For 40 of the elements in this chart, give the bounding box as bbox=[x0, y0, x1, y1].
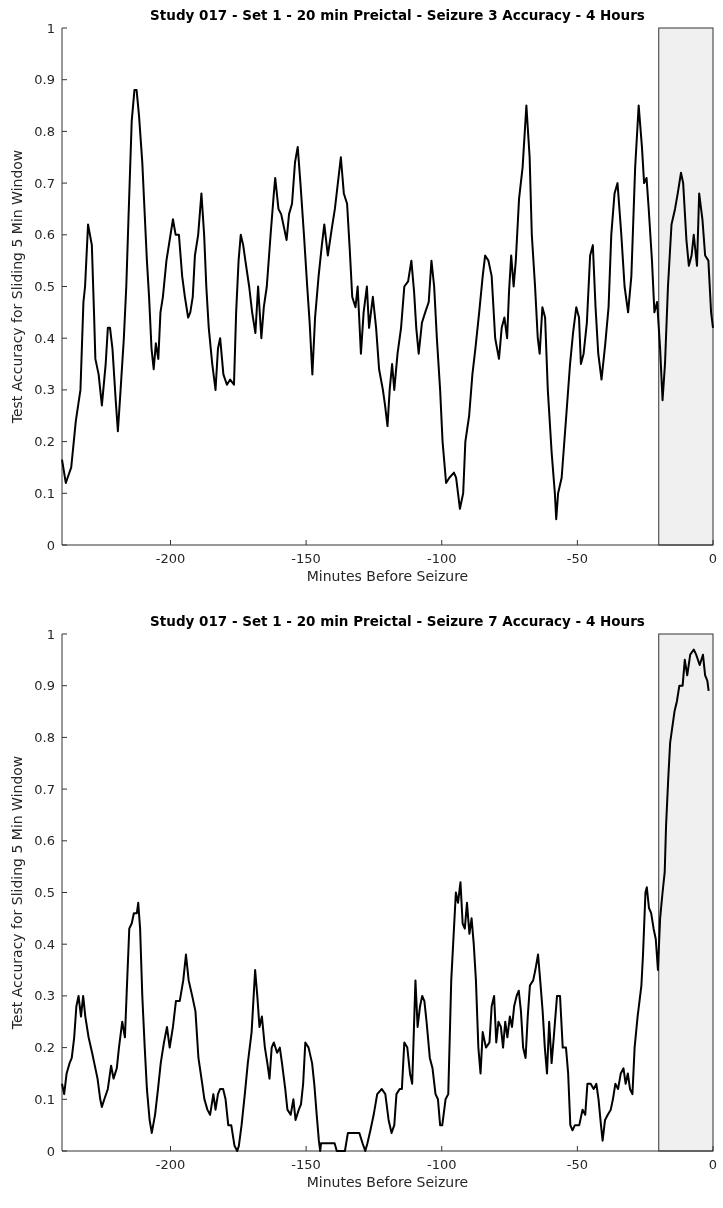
y-tick-label: 0.3 bbox=[34, 382, 55, 398]
y-tick-label: 0 bbox=[46, 1143, 55, 1159]
y-tick-label: 0.9 bbox=[34, 678, 55, 694]
x-tick-label: 0 bbox=[708, 551, 718, 566]
y-tick-label: 0.6 bbox=[34, 227, 55, 243]
y-tick-label: 0.7 bbox=[34, 175, 55, 191]
x-tick-label: -50 bbox=[566, 551, 588, 566]
y-tick-label: 0.3 bbox=[34, 988, 55, 1004]
y-axis-title: Test Accuracy for Sliding 5 Min Window bbox=[9, 755, 25, 1031]
y-tick-label: 0.4 bbox=[34, 330, 55, 346]
y-tick-label: 0.4 bbox=[34, 936, 55, 952]
x-tick-label: -150 bbox=[291, 1157, 321, 1172]
y-tick-label: 1 bbox=[46, 626, 55, 642]
y-tick-label: 0.2 bbox=[34, 434, 55, 450]
chart-title: Study 017 - Set 1 - 20 min Preictal - Seizure 7 Accuracy - 4 Hours bbox=[150, 613, 645, 629]
x-tick-label: -50 bbox=[566, 1157, 588, 1172]
y-tick-label: 1 bbox=[46, 20, 55, 36]
x-tick-label: -200 bbox=[155, 551, 186, 566]
y-tick-label: 0.8 bbox=[34, 729, 55, 745]
y-tick-label: 0.6 bbox=[34, 833, 55, 849]
x-tick-label: -150 bbox=[291, 551, 321, 566]
y-tick-label: 0.1 bbox=[34, 485, 55, 501]
x-tick-label: -200 bbox=[155, 1157, 186, 1172]
y-tick-label: 0 bbox=[46, 537, 55, 553]
y-axis-title: Test Accuracy for Sliding 5 Min Window bbox=[9, 149, 25, 425]
x-axis-title: Minutes Before Seizure bbox=[306, 568, 469, 584]
y-tick-label: 0.1 bbox=[34, 1091, 55, 1107]
x-tick-label: 0 bbox=[708, 1157, 718, 1172]
y-tick-label: 0.8 bbox=[34, 123, 55, 139]
y-tick-label: 0.5 bbox=[34, 885, 55, 900]
x-tick-label: -100 bbox=[426, 551, 457, 566]
line-series bbox=[61, 89, 714, 521]
y-tick-label: 0.5 bbox=[34, 279, 55, 294]
y-tick-label: 0.9 bbox=[34, 72, 55, 88]
line-series bbox=[61, 648, 710, 1152]
x-axis-title: Minutes Before Seizure bbox=[306, 1174, 469, 1190]
chart-title: Study 017 - Set 1 - 20 min Preictal - Seizure 3 Accuracy - 4 Hours bbox=[150, 7, 645, 23]
y-tick-label: 0.2 bbox=[34, 1040, 55, 1056]
x-tick-label: -100 bbox=[426, 1157, 457, 1172]
y-tick-label: 0.7 bbox=[34, 781, 55, 797]
